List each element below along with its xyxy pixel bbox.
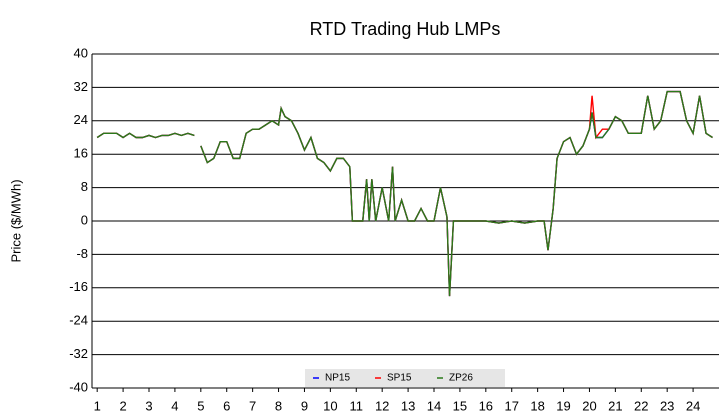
- y-tick-label: 24: [74, 112, 88, 127]
- x-tick-label: 9: [301, 398, 308, 413]
- line-series: [96, 90, 713, 297]
- x-tick-label: 23: [660, 398, 674, 413]
- x-tick-label: 15: [453, 398, 467, 413]
- x-tick-label: 16: [479, 398, 493, 413]
- x-tick-label: 19: [556, 398, 570, 413]
- x-tick-label: 10: [323, 398, 337, 413]
- legend-label: SP15: [387, 373, 412, 384]
- x-tick-label: 8: [275, 398, 282, 413]
- x-tick-label: 20: [582, 398, 596, 413]
- y-tick-label: -24: [69, 313, 88, 328]
- x-tick-label: 21: [608, 398, 622, 413]
- line-series: [96, 90, 713, 297]
- y-tick-label: -32: [69, 346, 88, 361]
- x-tick-label: 13: [401, 398, 415, 413]
- x-tick-label: 17: [504, 398, 518, 413]
- x-tick-label: 1: [94, 398, 101, 413]
- x-tick-label: 22: [634, 398, 648, 413]
- y-tick-label: -40: [69, 379, 88, 394]
- x-tick-label: 18: [530, 398, 544, 413]
- y-tick-label: 32: [74, 79, 88, 94]
- legend-box: [305, 369, 505, 387]
- legend-label: ZP26: [449, 373, 473, 384]
- x-tick-label: 6: [223, 398, 230, 413]
- x-tick-label: 7: [249, 398, 256, 413]
- line-series: [96, 90, 713, 297]
- x-tick-label: 11: [350, 398, 364, 413]
- legend: NP15 SP15 ZP26: [305, 369, 505, 387]
- x-tick-label: 24: [686, 398, 700, 413]
- y-tick-label: 40: [74, 45, 88, 60]
- y-tick-label: 8: [81, 179, 88, 194]
- y-tick-label: -16: [69, 279, 88, 294]
- x-tick-label: 14: [427, 398, 441, 413]
- y-tick-label: 16: [74, 146, 88, 161]
- chart-title: RTD Trading Hub LMPs: [310, 19, 501, 39]
- x-tick-label: 12: [375, 398, 389, 413]
- y-tick-label: -8: [76, 246, 88, 261]
- x-tick-label: 2: [119, 398, 126, 413]
- x-tick-label: 4: [171, 398, 178, 413]
- legend-label: NP15: [325, 373, 350, 384]
- x-tick-label: 3: [145, 398, 152, 413]
- x-tick-label: 5: [197, 398, 204, 413]
- y-tick-label: 0: [81, 212, 88, 227]
- y-axis-label: Price ($/MWh): [8, 179, 23, 262]
